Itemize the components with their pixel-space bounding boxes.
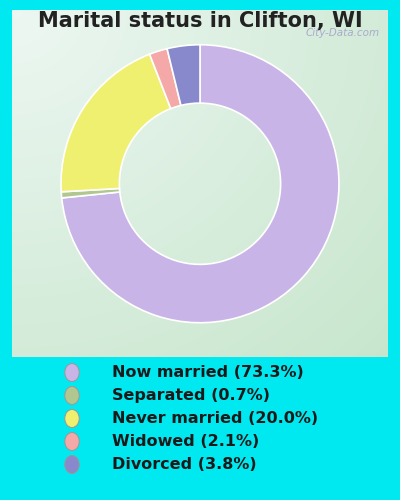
Text: Marital status in Clifton, WI: Marital status in Clifton, WI [38, 11, 362, 31]
Wedge shape [150, 48, 181, 108]
Text: Separated (0.7%): Separated (0.7%) [112, 388, 270, 403]
Text: Never married (20.0%): Never married (20.0%) [112, 411, 318, 426]
Text: Divorced (3.8%): Divorced (3.8%) [112, 457, 257, 472]
Text: Widowed (2.1%): Widowed (2.1%) [112, 434, 259, 449]
Wedge shape [62, 45, 339, 322]
Wedge shape [61, 54, 171, 192]
Wedge shape [167, 45, 200, 106]
Wedge shape [61, 188, 120, 198]
Text: Now married (73.3%): Now married (73.3%) [112, 365, 304, 380]
Text: City-Data.com: City-Data.com [306, 28, 380, 38]
